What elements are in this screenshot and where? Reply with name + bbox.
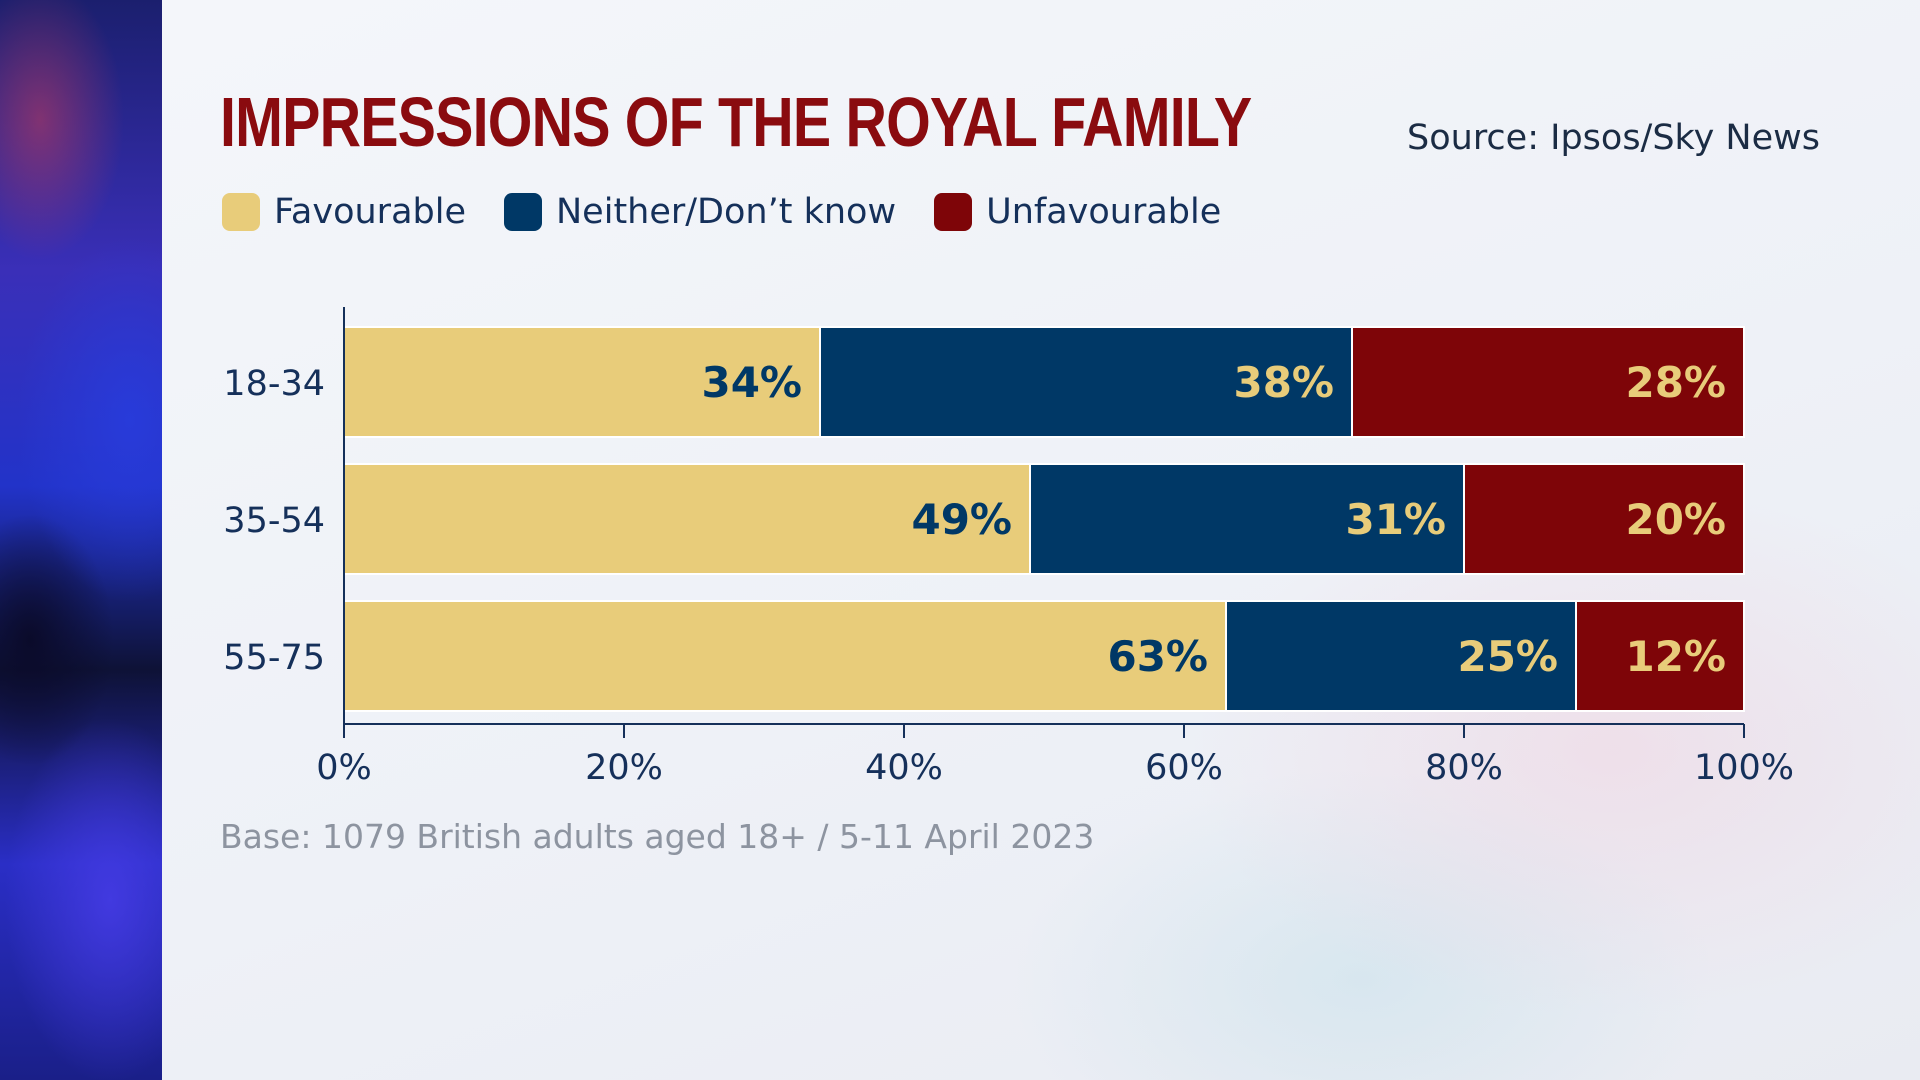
source-label: Source: Ipsos/Sky News [1407,118,1820,158]
category-label-18-34: 18-34 [223,364,325,404]
data-label-35-54-1: 31% [1345,495,1446,544]
chart-title: IMPRESSIONS OF THE ROYAL FAMILY [220,83,1252,161]
legend-label-unfavourable: Unfavourable [986,192,1222,232]
data-label-18-34-1: 38% [1233,358,1334,407]
legend-item-unfavourable: Unfavourable [934,192,1221,232]
data-label-55-75-2: 12% [1625,632,1726,681]
data-label-18-34-2: 28% [1625,358,1726,407]
x-tick-label-60: 60% [1145,748,1223,788]
legend-label-favourable: Favourable [274,192,466,232]
legend: Favourable Neither/Don’t know Unfavourab… [222,192,1259,232]
side-decorative-panel [0,0,162,1080]
bar-segment-35-54-2 [1463,463,1745,575]
legend-label-neither: Neither/Don’t know [556,192,897,232]
data-label-18-34-0: 34% [701,358,802,407]
bar-segment-18-34-2 [1351,326,1745,438]
category-label-55-75: 55-75 [223,638,325,678]
data-label-55-75-0: 63% [1107,632,1208,681]
bar-segment-55-75-0 [343,600,1227,712]
legend-item-favourable: Favourable [222,192,466,232]
data-label-35-54-0: 49% [911,495,1012,544]
bar-segment-55-75-1 [1225,600,1577,712]
data-label-55-75-1: 25% [1457,632,1558,681]
base-note: Base: 1079 British adults aged 18+ / 5-1… [220,817,1095,856]
x-tick-label-100: 100% [1694,748,1794,788]
legend-swatch-unfavourable [934,193,973,231]
bar-segment-35-54-0 [343,463,1031,575]
data-label-35-54-2: 20% [1625,495,1726,544]
legend-item-neither: Neither/Don’t know [504,192,896,232]
legend-swatch-favourable [222,193,260,231]
bar-segment-35-54-1 [1029,463,1465,575]
x-tick-label-20: 20% [585,748,663,788]
x-tick-label-40: 40% [865,748,943,788]
category-label-35-54: 35-54 [223,501,325,541]
legend-swatch-neither [504,193,542,231]
x-tick-label-0: 0% [316,748,372,788]
x-tick-label-80: 80% [1425,748,1503,788]
bar-segment-55-75-2 [1575,600,1745,712]
